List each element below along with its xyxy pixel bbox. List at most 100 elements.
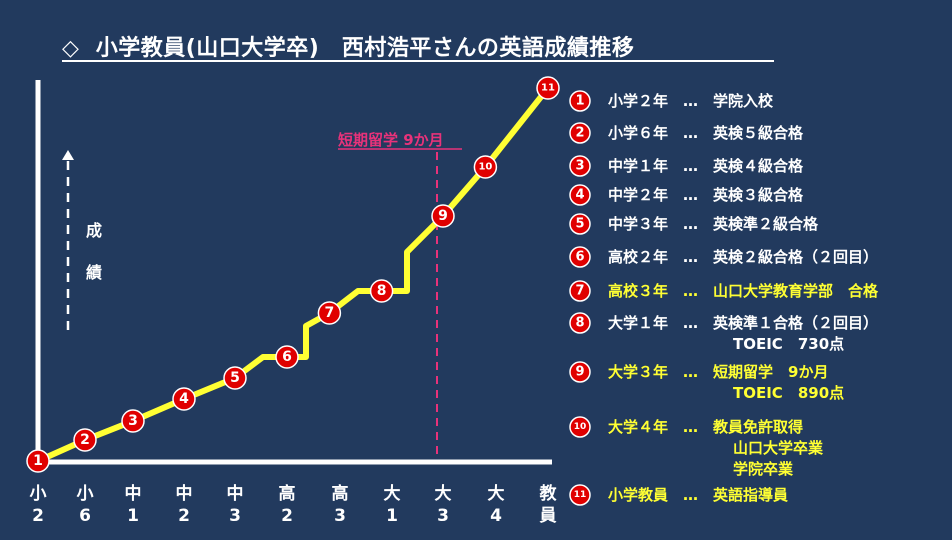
legend-circle-7 bbox=[569, 280, 591, 302]
milestone-circle-11 bbox=[536, 76, 560, 100]
legend-circle-1 bbox=[569, 90, 591, 112]
legend-circle-9 bbox=[569, 361, 591, 383]
legend-text-10-2: 学院卒業 bbox=[733, 460, 794, 478]
milestone-number-7: 7 bbox=[325, 305, 335, 321]
legend-entry-6: 6 高校２年 … 英検２級合格（２回目） bbox=[569, 246, 878, 268]
legend-number-6: 6 bbox=[575, 250, 584, 265]
legend-number-1: 1 bbox=[575, 94, 584, 109]
legend-circle-10 bbox=[569, 416, 591, 438]
x-axis-label-8-1: 3 bbox=[437, 506, 449, 526]
x-axis-label-2-1: 1 bbox=[127, 506, 139, 526]
milestone-number-2: 2 bbox=[80, 432, 90, 448]
legend-number-5: 5 bbox=[575, 217, 584, 232]
legend-number-11: 11 bbox=[574, 490, 587, 500]
legend-number-7: 7 bbox=[575, 284, 584, 299]
milestone-circle-5 bbox=[223, 366, 247, 390]
milestone-circle-9 bbox=[431, 204, 455, 228]
milestone-marker-11: 11 bbox=[536, 76, 560, 100]
milestone-number-5: 5 bbox=[230, 370, 240, 386]
milestone-circle-1 bbox=[26, 449, 50, 473]
x-axis-label-1-0: 小 bbox=[77, 484, 94, 504]
legend-text-10-0: 大学４年 … 教員免許取得 bbox=[608, 418, 803, 436]
milestone-number-1: 1 bbox=[33, 453, 43, 469]
legend-entry-4: 4 中学２年 … 英検３級合格 bbox=[569, 184, 804, 206]
milestone-number-11: 11 bbox=[541, 83, 555, 94]
legend-entry-8: 8 大学１年 … 英検準１合格（２回目） TOEIC 730点 bbox=[569, 312, 878, 353]
x-axis-label-1-1: 6 bbox=[79, 506, 91, 526]
milestone-circle-6 bbox=[275, 345, 299, 369]
legend-entry-2: 2 小学６年 … 英検５級合格 bbox=[569, 122, 804, 144]
y-axis-arrow-head bbox=[62, 150, 74, 160]
legend-text-9-0: 大学３年 … 短期留学 9か月 bbox=[608, 363, 828, 381]
legend-circle-6 bbox=[569, 246, 591, 268]
x-axis-label-5-1: 2 bbox=[281, 506, 293, 526]
legend-entry-7: 7 高校３年 … 山口大学教育学部 合格 bbox=[569, 280, 879, 302]
legend-circle-3 bbox=[569, 155, 591, 177]
legend-number-2: 2 bbox=[575, 126, 584, 141]
x-axis-label-9-0: 大 bbox=[488, 483, 505, 504]
legend-circle-4 bbox=[569, 184, 591, 206]
milestone-number-8: 8 bbox=[377, 283, 387, 299]
legend-text-1-0: 小学２年 … 学院入校 bbox=[608, 92, 774, 110]
x-axis-label-7-1: 1 bbox=[386, 506, 398, 526]
legend-circle-8 bbox=[569, 312, 591, 334]
milestone-marker-2: 2 bbox=[73, 428, 97, 452]
milestone-marker-1: 1 bbox=[26, 449, 50, 473]
milestone-marker-4: 4 bbox=[172, 387, 196, 411]
x-axis-label-3-1: 2 bbox=[178, 506, 190, 526]
x-axis-label-3-0: 中 bbox=[176, 483, 193, 504]
x-axis-label-4-1: 3 bbox=[229, 506, 241, 526]
x-axis-label-9-1: 4 bbox=[490, 506, 502, 526]
legend-text-6-0: 高校２年 … 英検２級合格（２回目） bbox=[608, 248, 878, 266]
x-axis-label-8-0: 大 bbox=[435, 483, 452, 504]
x-axis-label-0-0: 小 bbox=[30, 484, 47, 504]
milestone-number-10: 10 bbox=[478, 162, 492, 173]
legend-circle-11 bbox=[569, 484, 591, 506]
legend-number-3: 3 bbox=[575, 159, 584, 174]
x-axis-label-4-0: 中 bbox=[227, 483, 244, 504]
legend-entry-9: 9 大学３年 … 短期留学 9か月 TOEIC 890点 bbox=[569, 361, 844, 402]
milestone-marker-10: 10 bbox=[473, 155, 498, 179]
milestone-circle-10 bbox=[473, 155, 498, 179]
legend-text-7-0: 高校３年 … 山口大学教育学部 合格 bbox=[608, 282, 879, 300]
milestone-marker-9: 9 bbox=[431, 204, 455, 228]
milestone-markers: 1 2 3 4 5 6 7 8 9 10 11 bbox=[26, 76, 560, 473]
legend-number-10: 10 bbox=[574, 422, 587, 432]
x-axis-label-6-0: 高 bbox=[332, 483, 349, 504]
milestone-circle-8 bbox=[369, 279, 394, 303]
legend-number-4: 4 bbox=[575, 188, 584, 203]
legend-entry-1: 1 小学２年 … 学院入校 bbox=[569, 90, 774, 112]
x-axis-label-6-1: 3 bbox=[334, 506, 346, 526]
legend-text-4-0: 中学２年 … 英検３級合格 bbox=[608, 186, 804, 204]
legend-text-3-0: 中学１年 … 英検４級合格 bbox=[608, 157, 804, 175]
y-axis-label-char-2: 績 bbox=[86, 263, 103, 282]
legend-text-2-0: 小学６年 … 英検５級合格 bbox=[608, 124, 804, 142]
legend-text-5-0: 中学３年 … 英検準２級合格 bbox=[608, 215, 819, 233]
milestone-marker-7: 7 bbox=[317, 301, 342, 325]
milestone-number-6: 6 bbox=[282, 349, 292, 365]
legend-entry-3: 3 中学１年 … 英検４級合格 bbox=[569, 155, 804, 177]
x-axis-label-2-0: 中 bbox=[125, 483, 142, 504]
legend-circle-5 bbox=[569, 213, 591, 235]
x-axis-label-7-0: 大 bbox=[384, 483, 401, 504]
milestone-circle-7 bbox=[317, 301, 342, 325]
legend-number-8: 8 bbox=[575, 316, 584, 331]
legend-text-8-0: 大学１年 … 英検準１合格（２回目） bbox=[608, 314, 878, 332]
milestone-circle-3 bbox=[121, 409, 145, 433]
milestone-marker-3: 3 bbox=[121, 409, 145, 433]
legend-entry-11: 11 小学教員 … 英語指導員 bbox=[569, 484, 788, 506]
milestone-marker-5: 5 bbox=[223, 366, 247, 390]
title-underline bbox=[62, 60, 774, 62]
progress-path bbox=[36, 86, 551, 464]
milestone-number-4: 4 bbox=[179, 391, 189, 407]
x-axis-label-10-1: 員 bbox=[539, 506, 557, 526]
legend-entry-5: 5 中学３年 … 英検準２級合格 bbox=[569, 213, 819, 235]
x-axis-label-0-1: 2 bbox=[32, 506, 44, 526]
milestone-number-9: 9 bbox=[438, 208, 448, 224]
milestone-circle-4 bbox=[172, 387, 196, 411]
legend-text-11-0: 小学教員 … 英語指導員 bbox=[608, 486, 788, 504]
